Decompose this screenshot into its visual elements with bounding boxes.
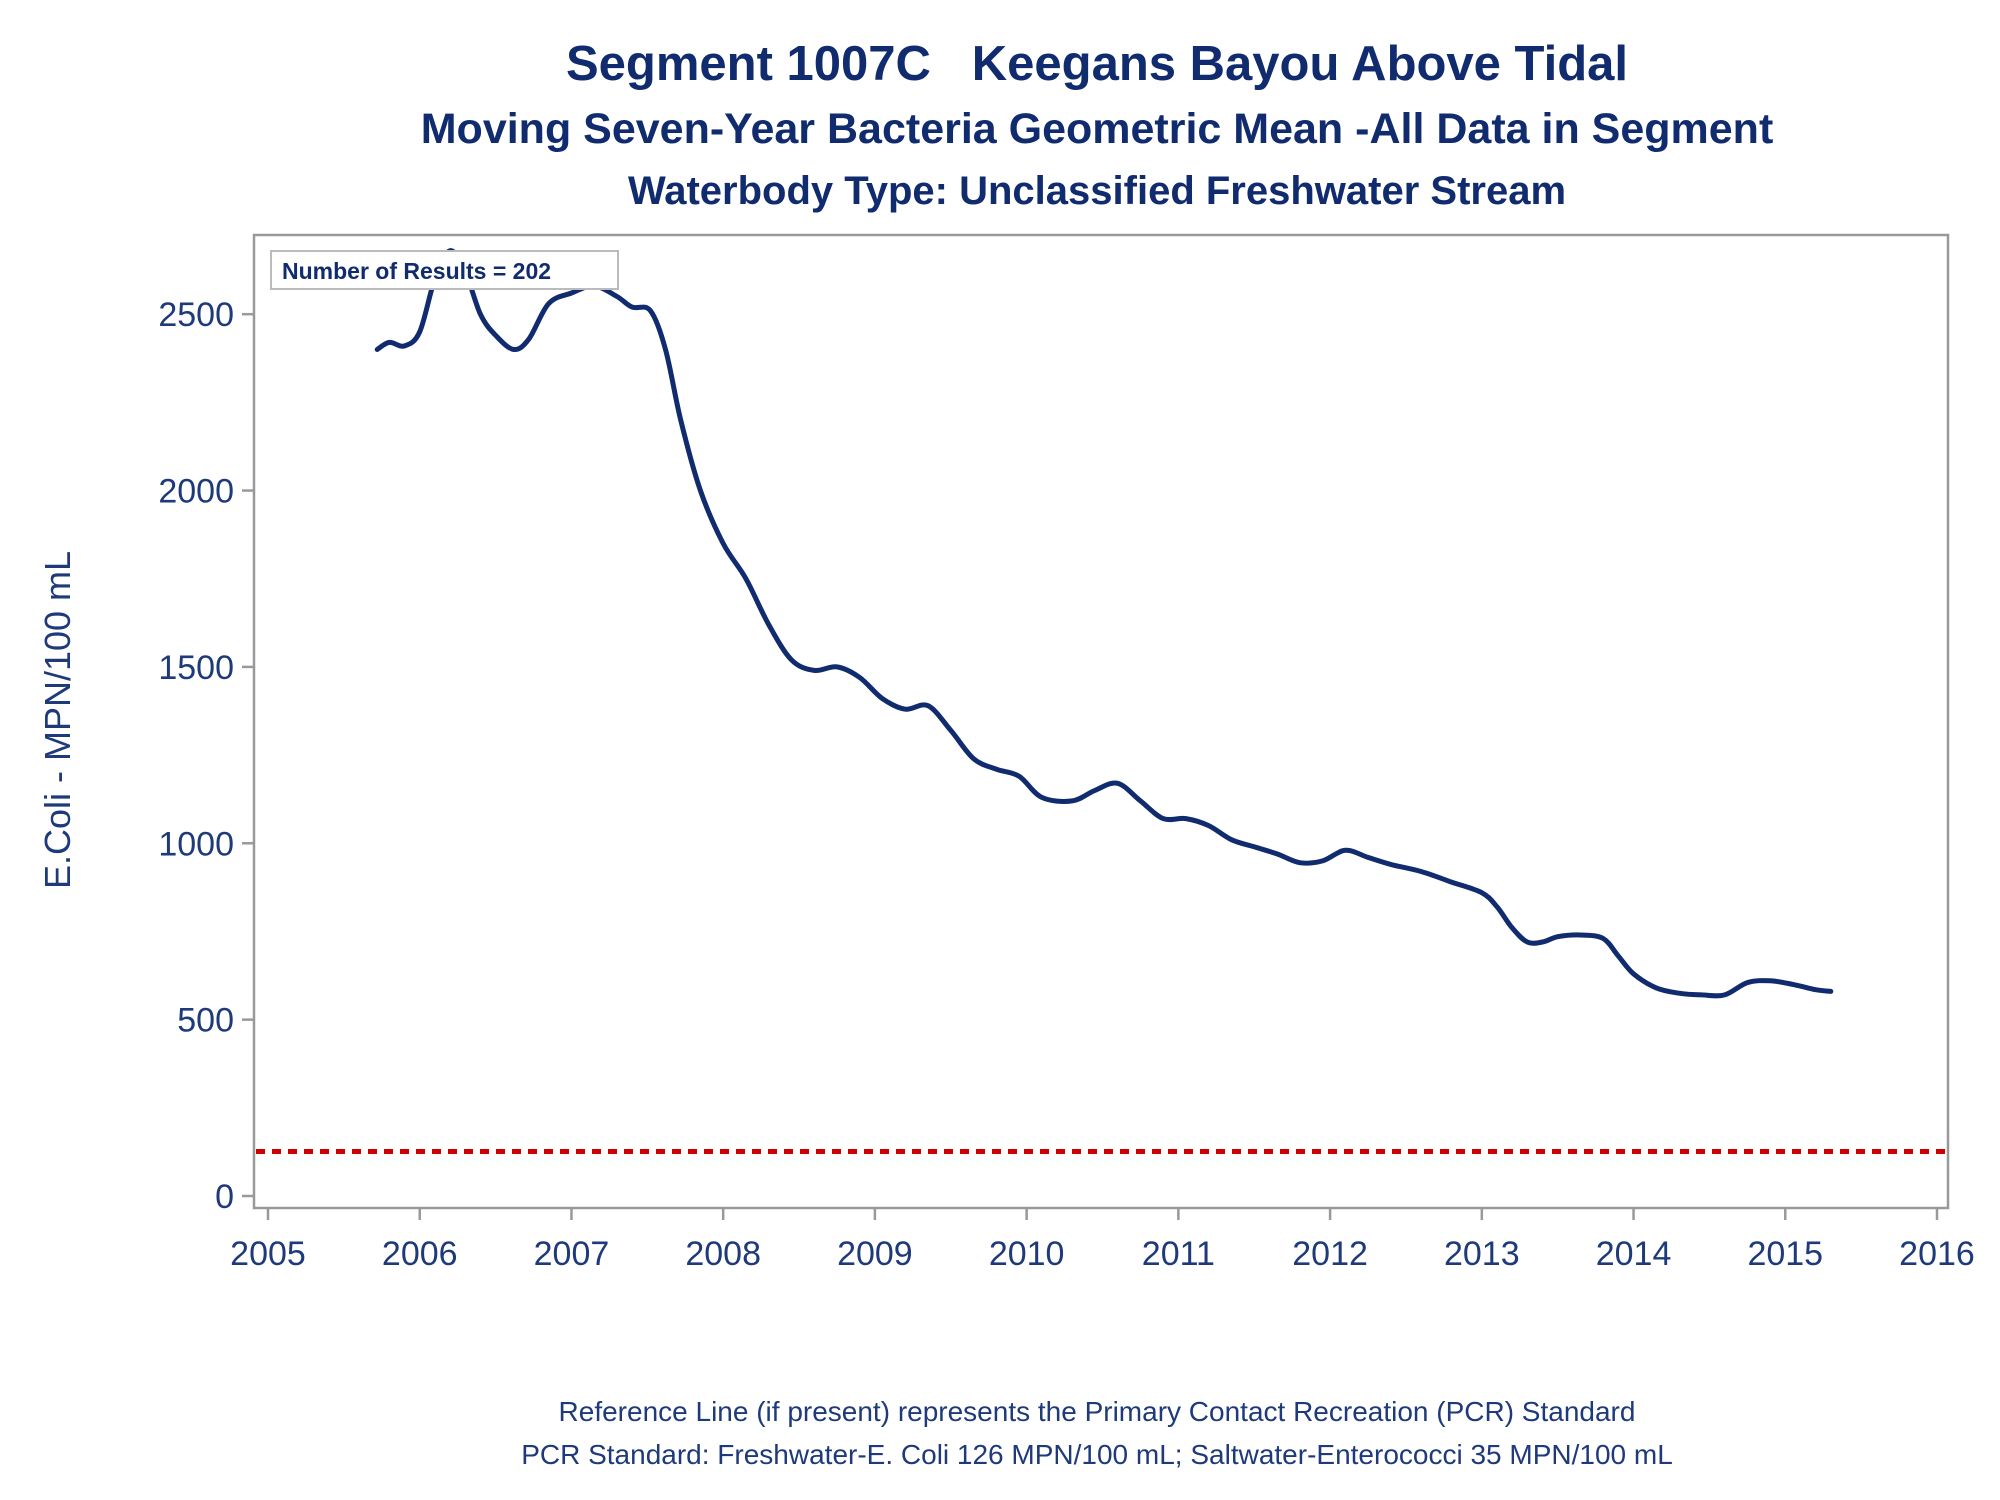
y-tick-label: 0 [215, 1178, 234, 1216]
x-tick-label: 2006 [382, 1235, 458, 1273]
chart-subtitle: Moving Seven-Year Bacteria Geometric Mea… [421, 105, 1774, 153]
footnote-line-1: Reference Line (if present) represents t… [559, 1396, 1636, 1427]
x-tick-label: 2010 [989, 1235, 1065, 1273]
y-tick-label: 2000 [158, 473, 234, 511]
y-tick-label: 2500 [158, 296, 234, 334]
x-tick-label: 2011 [1142, 1235, 1215, 1273]
y-axis-label: E.Coli - MPN/100 mL [37, 551, 78, 889]
y-axis: 0 500 1000 1500 2000 2500 [158, 296, 254, 1216]
plot-frame [252, 233, 1950, 1210]
x-axis: 2005 2006 2007 2008 2009 2010 2011 2012 2013 2014… [230, 1208, 1975, 1273]
x-tick-label: 2007 [534, 1235, 610, 1273]
results-count-box: Number of Results = 202 [270, 250, 619, 290]
geometric-mean-line [374, 248, 1834, 999]
x-tick-label: 2013 [1444, 1235, 1520, 1273]
y-tick-label: 1500 [158, 649, 234, 687]
x-tick-label: 2008 [685, 1235, 761, 1273]
chart-title: Segment 1007C Keegans Bayou Above Tidal [566, 37, 1628, 91]
x-tick-label: 2014 [1596, 1235, 1672, 1273]
x-tick-label: 2009 [837, 1235, 913, 1273]
x-tick-label: 2012 [1292, 1235, 1368, 1273]
y-tick-label: 1000 [158, 825, 234, 863]
x-tick-label: 2015 [1747, 1235, 1823, 1273]
chart-subtitle-2: Waterbody Type: Unclassified Freshwater … [628, 169, 1566, 213]
results-count-text: Number of Results = 202 [282, 258, 551, 284]
y-tick-label: 500 [177, 1002, 234, 1040]
x-tick-label: 2016 [1899, 1235, 1975, 1273]
x-tick-label: 2005 [230, 1235, 306, 1273]
footnote-line-2: PCR Standard: Freshwater-E. Coli 126 MPN… [521, 1439, 1673, 1470]
